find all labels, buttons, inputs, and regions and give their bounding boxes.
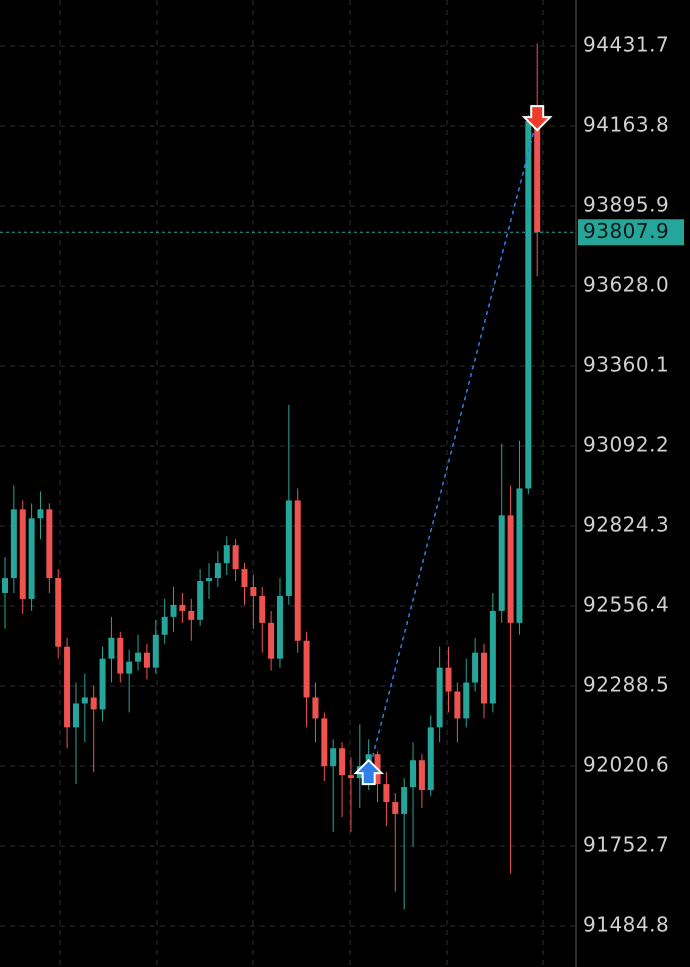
candle-body [534,121,541,233]
y-tick-label: 91752.7 [583,832,669,856]
y-tick-label: 94431.7 [583,32,669,56]
candle-body [143,652,150,668]
last-price-box [578,219,684,246]
y-tick-label: 93628.0 [583,272,669,296]
buy-marker [353,758,385,786]
candle-body [90,697,97,710]
candle-body [330,748,337,767]
vertical-grid [59,0,544,967]
candle-body [427,727,434,791]
y-tick-label: 93895.9 [583,192,669,216]
candle-body [223,545,230,564]
candle-body [507,515,514,623]
candle-body [454,691,461,719]
y-tick-label: 92824.3 [583,512,669,536]
candle-body [347,775,354,779]
candle-body [383,784,390,803]
y-tick-label: 91484.8 [583,912,669,936]
candle-body [28,518,35,599]
candle-body [463,682,470,719]
candle-body [19,509,26,599]
candle-body [410,760,417,788]
candle-body [445,667,452,692]
y-tick-label: 92020.6 [583,752,669,776]
candle-body [498,515,505,611]
candle-body [179,604,186,611]
candle-body [72,703,79,728]
candle-body [401,787,408,814]
candle-body [516,488,523,623]
candle-body [206,578,213,582]
candle-body [46,509,53,579]
candle-body [294,500,301,641]
candle-body [268,622,275,659]
last-price-label: 93807.9 [583,219,669,243]
candle-body [525,121,532,489]
candle-body [2,578,8,593]
candle-body [135,652,142,662]
trade-link [367,117,538,773]
y-tick-label: 92556.4 [583,592,669,616]
candle-body [339,748,346,776]
candle-body [170,604,177,617]
candle-body [81,697,88,704]
y-tick-label: 92288.5 [583,672,669,696]
candle-body [489,610,496,704]
candle-body [276,595,283,659]
candle-body [214,563,221,579]
y-tick-label: 93360.1 [583,352,669,376]
candle-body [117,637,124,674]
candle-body [303,640,310,698]
candle-body [152,634,159,668]
candle-body [392,802,399,814]
candle-body [259,595,266,623]
candle-body [126,661,133,674]
candle-body [108,637,115,659]
candle-body [188,610,195,620]
candle-body [472,652,479,683]
candle-body [232,545,239,570]
candle-body [55,578,62,647]
candle-body [418,760,425,791]
y-tick-label: 94163.8 [583,112,669,136]
candle-body [197,581,204,620]
candle-body [480,652,487,704]
candle-body [250,587,257,596]
candle-body [161,616,168,635]
candle-body [312,697,319,719]
candle-body [285,500,292,596]
candle-body [436,667,443,728]
y-tick-label: 93092.2 [583,432,669,456]
candle-body [10,509,17,579]
sell-marker [521,105,553,132]
candle-body [241,569,248,588]
candle-body [321,718,328,767]
candle-body [64,646,71,728]
candle-body [99,658,106,710]
candle-body [37,509,44,519]
